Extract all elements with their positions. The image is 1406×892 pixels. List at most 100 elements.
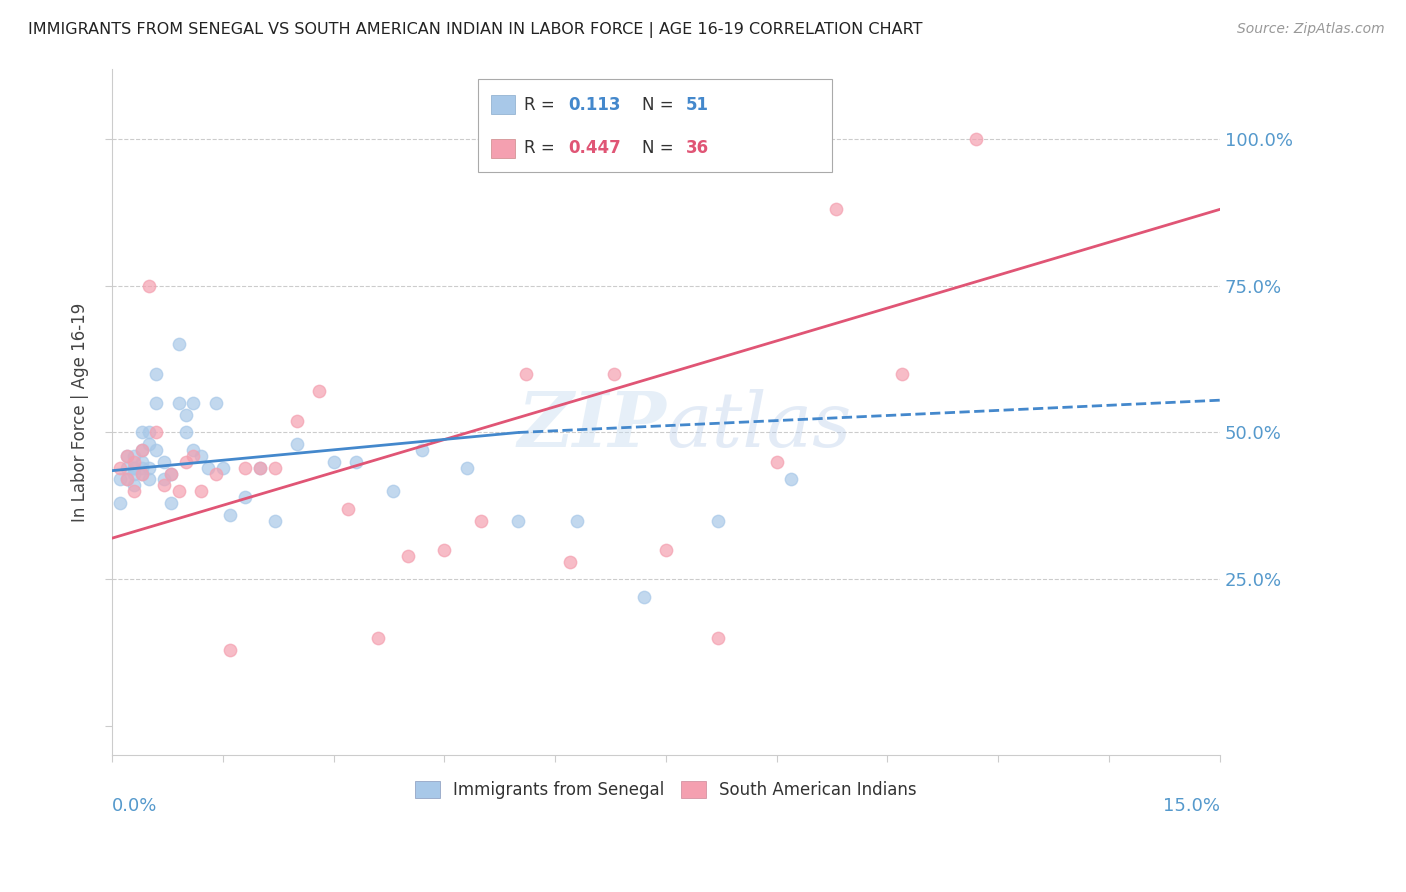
Point	[160, 467, 183, 481]
Point	[456, 460, 478, 475]
Point	[145, 396, 167, 410]
Point	[174, 455, 197, 469]
Point	[145, 443, 167, 458]
Text: IMMIGRANTS FROM SENEGAL VS SOUTH AMERICAN INDIAN IN LABOR FORCE | AGE 16-19 CORR: IMMIGRANTS FROM SENEGAL VS SOUTH AMERICA…	[28, 22, 922, 38]
Point	[780, 472, 803, 486]
Point	[263, 514, 285, 528]
Point	[145, 425, 167, 440]
Point	[891, 367, 914, 381]
Point	[153, 472, 176, 486]
Point	[965, 132, 987, 146]
Text: 51: 51	[686, 95, 709, 114]
Point	[603, 367, 626, 381]
Point	[219, 642, 242, 657]
Point	[433, 542, 456, 557]
Text: 0.447: 0.447	[568, 139, 621, 157]
Text: R =: R =	[524, 95, 560, 114]
Bar	[491, 139, 516, 158]
Point	[131, 443, 153, 458]
Point	[824, 202, 846, 217]
Text: R =: R =	[524, 139, 560, 157]
Point	[160, 467, 183, 481]
Point	[153, 478, 176, 492]
Point	[233, 460, 256, 475]
Point	[160, 496, 183, 510]
Text: atlas: atlas	[666, 389, 851, 463]
Point	[183, 443, 205, 458]
Text: 0.0%: 0.0%	[112, 797, 157, 814]
Point	[204, 467, 226, 481]
Point	[508, 514, 530, 528]
Point	[322, 455, 344, 469]
Point	[115, 460, 138, 475]
Point	[167, 484, 190, 499]
Point	[285, 414, 308, 428]
Text: Source: ZipAtlas.com: Source: ZipAtlas.com	[1237, 22, 1385, 37]
Point	[219, 508, 242, 522]
Point	[167, 337, 190, 351]
Point	[197, 460, 219, 475]
Point	[174, 425, 197, 440]
Point	[183, 449, 205, 463]
Point	[131, 467, 153, 481]
Point	[124, 460, 146, 475]
Text: 15.0%: 15.0%	[1163, 797, 1220, 814]
Point	[183, 396, 205, 410]
Text: 0.113: 0.113	[568, 95, 621, 114]
Point	[515, 367, 537, 381]
Point	[108, 472, 131, 486]
Point	[108, 496, 131, 510]
Point	[567, 514, 589, 528]
Point	[108, 460, 131, 475]
Point	[115, 472, 138, 486]
Point	[131, 425, 153, 440]
Point	[285, 437, 308, 451]
Point	[396, 549, 419, 563]
Point	[131, 467, 153, 481]
Point	[138, 425, 160, 440]
Point	[124, 467, 146, 481]
Point	[115, 472, 138, 486]
Point	[131, 455, 153, 469]
Point	[138, 437, 160, 451]
Point	[167, 396, 190, 410]
Point	[655, 542, 678, 557]
Point	[263, 460, 285, 475]
Point	[124, 460, 146, 475]
Point	[558, 555, 581, 569]
Text: N =: N =	[641, 139, 679, 157]
Point	[411, 443, 433, 458]
Point	[131, 460, 153, 475]
Point	[124, 478, 146, 492]
Point	[115, 449, 138, 463]
Point	[470, 514, 492, 528]
Text: N =: N =	[641, 95, 679, 114]
Point	[138, 460, 160, 475]
Legend: Immigrants from Senegal, South American Indians: Immigrants from Senegal, South American …	[408, 774, 924, 805]
Point	[145, 367, 167, 381]
Point	[706, 631, 728, 645]
Text: 36: 36	[686, 139, 709, 157]
Point	[381, 484, 404, 499]
Bar	[491, 95, 516, 114]
Point	[706, 514, 728, 528]
Point	[131, 443, 153, 458]
Point	[233, 490, 256, 504]
Point	[367, 631, 389, 645]
Point	[249, 460, 271, 475]
Text: ZIP: ZIP	[517, 389, 666, 463]
Point	[124, 449, 146, 463]
Point	[124, 455, 146, 469]
Point	[765, 455, 787, 469]
Point	[190, 484, 212, 499]
Point	[337, 501, 360, 516]
Point	[249, 460, 271, 475]
Point	[190, 449, 212, 463]
Point	[153, 455, 176, 469]
Point	[633, 590, 655, 604]
Point	[138, 472, 160, 486]
Point	[344, 455, 367, 469]
Point	[308, 384, 330, 399]
Point	[212, 460, 235, 475]
Point	[204, 396, 226, 410]
